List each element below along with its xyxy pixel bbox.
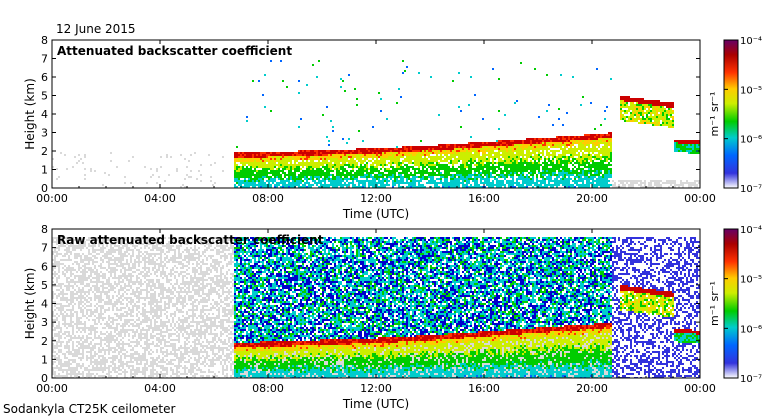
- x-tick-label: 00:00: [36, 192, 68, 205]
- x-tick-label: 04:00: [144, 192, 176, 205]
- panel-raw: Raw attenuated backscatter coefficient00…: [23, 223, 762, 411]
- colorbar-tick-label: 10⁻⁵: [740, 85, 762, 96]
- y-tick-label: 8: [41, 34, 48, 47]
- x-tick-label: 08:00: [252, 192, 284, 205]
- x-tick-label: 20:00: [576, 192, 608, 205]
- colorbar-tick-label: 10⁻⁵: [740, 275, 762, 286]
- colorbar-tick-label: 10⁻⁴: [740, 36, 762, 47]
- y-tick-label: 8: [41, 223, 48, 236]
- colorbar: [723, 39, 739, 189]
- x-tick-label: 20:00: [576, 382, 608, 395]
- x-tick-label: 12:00: [360, 382, 392, 395]
- y-tick-label: 5: [41, 279, 48, 292]
- x-tick-label: 04:00: [144, 382, 176, 395]
- x-tick-label: 08:00: [252, 382, 284, 395]
- colorbar-tick-label: 10⁻⁶: [740, 135, 762, 146]
- y-tick-label: 5: [41, 90, 48, 103]
- y-tick-label: 7: [41, 242, 48, 255]
- y-tick-label: 4: [41, 108, 48, 121]
- y-tick-label: 3: [41, 127, 48, 140]
- colorbar-tick-label: 10⁻⁶: [740, 324, 762, 335]
- y-axis-label: Height (km): [23, 268, 37, 339]
- colorbar-unit-label: m⁻¹ sr⁻¹: [708, 281, 721, 326]
- x-tick-label: 12:00: [360, 192, 392, 205]
- date-label: 12 June 2015: [56, 22, 136, 36]
- colorbar-tick-label: 10⁻⁷: [740, 184, 762, 195]
- y-axis-label: Height (km): [23, 78, 37, 149]
- backscatter-field: [52, 237, 700, 378]
- y-tick-label: 2: [41, 145, 48, 158]
- y-tick-label: 1: [41, 353, 48, 366]
- x-tick-label: 00:00: [684, 382, 716, 395]
- y-tick-label: 0: [41, 372, 48, 385]
- panel-title: Raw attenuated backscatter coefficient: [57, 233, 324, 247]
- x-tick-label: 00:00: [684, 192, 716, 205]
- panel-title: Attenuated backscatter coefficient: [57, 44, 292, 58]
- colorbar-tick-label: 10⁻⁷: [740, 374, 762, 385]
- x-tick-label: 00:00: [36, 382, 68, 395]
- colorbar-unit-label: m⁻¹ sr⁻¹: [708, 92, 721, 137]
- x-axis-label: Time (UTC): [342, 207, 409, 221]
- x-axis-label: Time (UTC): [342, 397, 409, 411]
- y-tick-label: 6: [41, 71, 48, 84]
- y-tick-label: 6: [41, 260, 48, 273]
- x-tick-label: 16:00: [468, 192, 500, 205]
- y-tick-label: 2: [41, 335, 48, 348]
- y-tick-label: 0: [41, 182, 48, 195]
- colorbar: [723, 228, 739, 379]
- y-tick-label: 4: [41, 298, 48, 311]
- y-tick-label: 7: [41, 53, 48, 66]
- y-tick-label: 1: [41, 164, 48, 177]
- instrument-label: Sodankyla CT25K ceilometer: [3, 402, 175, 416]
- colorbar-tick-label: 10⁻⁴: [740, 225, 762, 236]
- x-tick-label: 16:00: [468, 382, 500, 395]
- y-tick-label: 3: [41, 316, 48, 329]
